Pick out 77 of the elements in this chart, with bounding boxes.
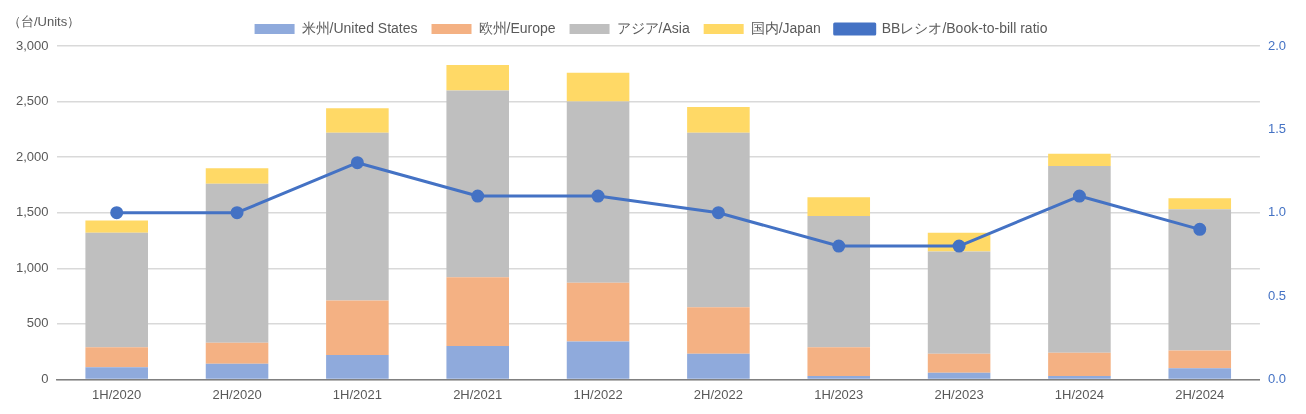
bar <box>85 220 148 233</box>
legend-label: 国内/Japan <box>750 19 821 36</box>
y2-tick-label: 2.0 <box>1267 37 1287 53</box>
bar <box>326 354 389 379</box>
point <box>471 189 485 203</box>
x-tick-label: 2H/2024 <box>1175 386 1225 402</box>
point <box>110 206 124 220</box>
bar <box>205 168 269 184</box>
bar <box>687 132 750 308</box>
bar <box>446 277 510 347</box>
bar <box>566 72 630 102</box>
point <box>591 189 605 203</box>
y-tick-label: 1,000 <box>15 259 49 275</box>
bar <box>205 342 269 364</box>
y-tick-label: 2,500 <box>15 93 49 109</box>
bar <box>1048 376 1111 379</box>
bar <box>566 341 630 379</box>
bar <box>446 90 510 278</box>
legend-label: アジア/Asia <box>616 19 690 36</box>
x-tick-label: 1H/2022 <box>573 386 623 402</box>
bar <box>1048 153 1111 167</box>
bar <box>326 108 389 133</box>
y2-tick-label: 1.5 <box>1267 120 1287 136</box>
x-tick-label: 1H/2024 <box>1054 386 1104 402</box>
y-axis-title: （台/Units） <box>8 13 81 29</box>
bar <box>1168 198 1232 210</box>
point <box>711 206 725 220</box>
point <box>952 239 966 253</box>
y-tick-label: 3,000 <box>15 37 49 53</box>
bar <box>807 197 871 217</box>
x-tick-label: 1H/2021 <box>332 386 382 402</box>
bar <box>566 282 630 342</box>
bar <box>85 367 148 379</box>
x-tick-label: 2H/2020 <box>212 386 262 402</box>
bar <box>927 372 991 379</box>
bar <box>205 363 269 379</box>
legend-label: 米州/United States <box>301 19 418 36</box>
point <box>1072 189 1086 203</box>
bar <box>807 376 871 379</box>
bar <box>566 101 630 283</box>
bar <box>1168 350 1232 369</box>
x-tick-label: 2H/2021 <box>453 386 503 402</box>
y-tick-label: 500 <box>26 315 49 331</box>
y-tick-label: 2,000 <box>15 148 49 164</box>
bar <box>85 347 148 368</box>
bar <box>446 346 510 379</box>
bar <box>326 132 389 301</box>
bar <box>1168 209 1232 351</box>
x-tick-label: 1H/2020 <box>92 386 142 402</box>
x-tick-label: 2H/2022 <box>693 386 743 402</box>
bar <box>205 183 269 343</box>
bar <box>687 307 750 354</box>
bar <box>927 251 991 354</box>
y2-tick-label: 0.0 <box>1267 370 1287 386</box>
y2-tick-label: 1.0 <box>1267 204 1287 220</box>
point <box>230 206 244 220</box>
x-tick-label: 1H/2023 <box>814 386 864 402</box>
bar <box>1168 368 1232 379</box>
y-tick-label: 0 <box>41 370 49 386</box>
bar <box>807 216 871 348</box>
point <box>350 156 364 170</box>
bar <box>687 107 750 133</box>
legend-label: BBレシオ/Book-to-bill ratio <box>881 19 1048 36</box>
bar <box>927 353 991 373</box>
y-tick-label: 1,500 <box>15 204 49 220</box>
bar <box>1048 166 1111 353</box>
y2-tick-label: 0.5 <box>1267 287 1287 303</box>
bar <box>807 347 871 377</box>
bar <box>326 300 389 355</box>
bar <box>687 353 750 379</box>
bar <box>446 64 510 91</box>
x-tick-label: 2H/2023 <box>934 386 984 402</box>
legend-label: 欧州/Europe <box>478 19 556 36</box>
point <box>832 239 846 253</box>
bar <box>1048 352 1111 377</box>
bar <box>85 232 148 348</box>
point <box>1193 222 1207 236</box>
